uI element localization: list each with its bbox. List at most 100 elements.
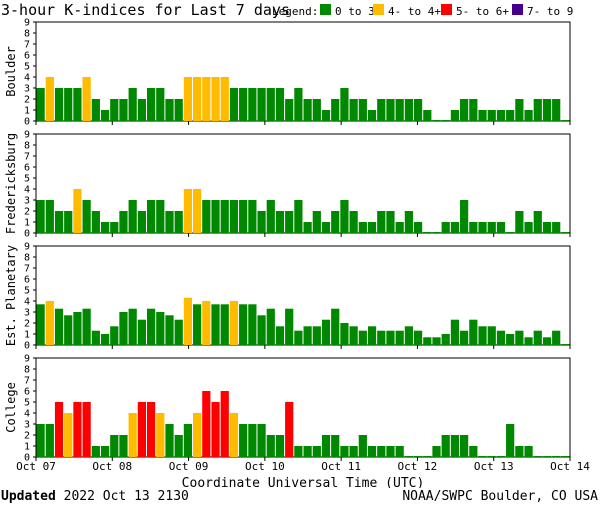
y-tick-label: 8: [24, 253, 30, 264]
bar: [202, 200, 211, 233]
bar: [386, 330, 395, 345]
bar: [174, 319, 183, 345]
bar: [110, 222, 119, 233]
bar: [45, 301, 54, 345]
bar: [542, 456, 552, 457]
bar: [100, 446, 110, 457]
bar: [285, 402, 294, 457]
bar: [165, 99, 174, 121]
bar: [165, 211, 174, 233]
bar: [202, 77, 211, 121]
bar: [542, 337, 552, 345]
bar: [377, 446, 386, 457]
bar: [561, 120, 570, 121]
bar: [285, 211, 294, 233]
bar: [496, 330, 506, 345]
y-tick-label: 6: [24, 163, 30, 174]
panel-frame: [35, 133, 571, 234]
bar: [119, 312, 128, 345]
y-tick-label: 0: [24, 229, 30, 240]
y-tick-label: 5: [24, 62, 30, 73]
bar: [506, 334, 515, 345]
x-tick-label: Oct 12: [398, 460, 438, 473]
bar: [358, 99, 367, 121]
bar: [174, 435, 183, 457]
bar: [229, 301, 239, 345]
bar: [54, 211, 64, 233]
x-tick-label: Oct 10: [245, 460, 285, 473]
bar: [64, 88, 73, 121]
legend-entry-label: 7- to 9: [527, 5, 573, 18]
bar: [423, 337, 432, 345]
bar: [533, 99, 542, 121]
bar: [469, 99, 478, 121]
y-tick-label: 5: [24, 398, 30, 409]
bar: [73, 88, 82, 121]
y-tick-label: 7: [24, 40, 30, 51]
bar: [257, 315, 266, 345]
bar: [423, 110, 432, 121]
y-tick-label: 4: [24, 409, 30, 420]
panels: 0123456789Boulder0123456789Fredericksbur…: [4, 18, 571, 464]
bar: [450, 222, 460, 233]
bar: [128, 88, 137, 121]
bar: [515, 211, 524, 233]
bar: [386, 99, 395, 121]
bar: [533, 456, 542, 457]
bar: [561, 456, 570, 457]
bar: [441, 334, 450, 345]
bar: [469, 319, 478, 345]
bar: [45, 424, 54, 457]
bar: [395, 330, 404, 345]
bar: [533, 330, 542, 345]
y-tick-label: 7: [24, 376, 30, 387]
bar: [487, 110, 496, 121]
bar: [303, 222, 312, 233]
series-label: Fredericksburg: [4, 133, 18, 234]
bar: [146, 200, 156, 233]
legend-swatch: [373, 4, 384, 15]
bar: [146, 308, 156, 345]
bar: [137, 402, 146, 457]
panel-frame: [35, 21, 571, 122]
bar: [450, 319, 460, 345]
bar: [496, 456, 506, 457]
x-tick-label: Oct 14: [550, 460, 590, 473]
bar: [294, 200, 303, 233]
series-label: College: [4, 382, 18, 433]
y-tick-label: 6: [24, 275, 30, 286]
bar: [441, 120, 450, 121]
y-tick-label: 8: [24, 365, 30, 376]
bar: [64, 315, 73, 345]
bar: [413, 330, 423, 345]
bar: [367, 446, 377, 457]
panel-frame: [35, 245, 571, 346]
bar: [367, 326, 377, 345]
y-tick-label: 0: [24, 453, 30, 464]
bar: [248, 200, 257, 233]
bar: [174, 211, 183, 233]
bar: [312, 99, 321, 121]
bar: [386, 211, 395, 233]
y-tick-label: 1: [24, 330, 30, 341]
bar: [239, 200, 248, 233]
bar: [64, 413, 73, 457]
bar: [349, 99, 358, 121]
bar: [229, 200, 239, 233]
bar: [91, 99, 100, 121]
bar: [377, 330, 386, 345]
bar: [156, 413, 165, 457]
bar: [82, 200, 91, 233]
k-index-chart: 3-hour K-indices for Last 7 days Legend:…: [1, 1, 590, 488]
bar: [413, 222, 423, 233]
bar: [193, 304, 202, 345]
bar: [395, 99, 404, 121]
bar: [36, 88, 45, 121]
bar: [193, 77, 202, 121]
bar: [91, 211, 100, 233]
bar: [229, 413, 239, 457]
bar: [211, 304, 220, 345]
bar: [312, 326, 321, 345]
bar: [432, 337, 441, 345]
